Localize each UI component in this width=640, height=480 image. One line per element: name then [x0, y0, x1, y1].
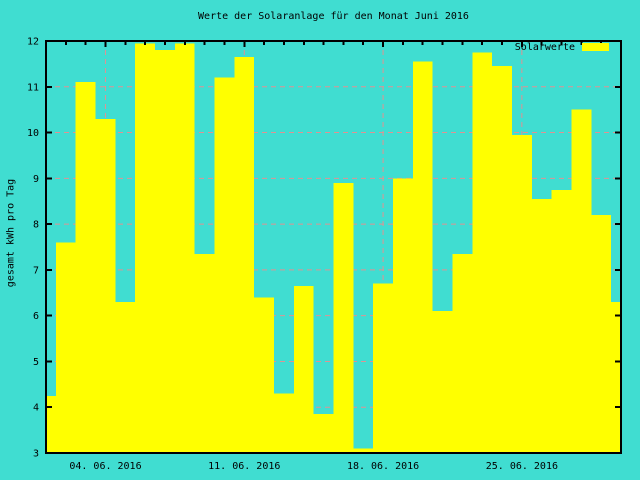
x-tick-label-day-18: 18. 06. 2016 [347, 461, 419, 472]
legend-label: Solarwerte [514, 41, 575, 53]
y-tick-label-9: 9 [33, 174, 39, 185]
bar-day-14 [293, 285, 314, 453]
bar-day-25 [511, 134, 532, 453]
bar-day-2 [55, 242, 76, 453]
bar-day-16 [333, 182, 354, 453]
bar-day-23 [472, 52, 493, 453]
bar-day-29 [591, 214, 612, 453]
x-tick-label-day-11: 11. 06. 2016 [208, 461, 280, 472]
y-tick-label-4: 4 [33, 403, 39, 414]
y-tick-label-12: 12 [27, 37, 39, 48]
bar-day-21 [432, 311, 453, 453]
bar-day-13 [274, 393, 294, 453]
y-tick-label-8: 8 [33, 220, 39, 231]
y-tick-label-10: 10 [27, 128, 39, 139]
bar-day-30 [611, 301, 621, 453]
bar-day-28 [571, 109, 592, 454]
bar-day-7 [155, 50, 175, 454]
bar-day-11 [234, 57, 255, 454]
bar-day-15 [313, 414, 334, 453]
bar-day-27 [551, 189, 572, 453]
chart-title: Werte der Solaranlage für den Monat Juni… [198, 11, 469, 22]
bar-day-24 [492, 66, 512, 453]
y-tick-label-7: 7 [33, 265, 39, 276]
bar-day-18 [373, 283, 393, 453]
bar-day-1 [46, 395, 56, 453]
y-axis-title: gesamt kWh pro Tag [5, 178, 17, 288]
bar-day-4 [95, 118, 116, 454]
bar-day-26 [531, 198, 552, 453]
bar-day-5 [115, 301, 136, 453]
bar-day-20 [412, 61, 433, 453]
bar-day-22 [452, 253, 473, 453]
bar-day-9 [194, 253, 215, 453]
bar-day-12 [254, 297, 275, 453]
y-tick-label-5: 5 [33, 357, 39, 368]
y-tick-label-3: 3 [33, 449, 39, 460]
y-tick-label-11: 11 [27, 82, 39, 93]
legend: Solarwerte [514, 41, 609, 53]
bar-day-19 [392, 178, 413, 454]
bar-day-8 [174, 43, 195, 454]
legend-swatch [582, 43, 609, 51]
bar-day-3 [75, 82, 96, 453]
bar-day-10 [214, 77, 235, 453]
x-tick-label-day-25: 25. 06. 2016 [486, 461, 558, 472]
bar-day-17 [353, 448, 374, 453]
bar-day-6 [135, 43, 156, 454]
plot-border [45, 40, 622, 454]
y-tick-label-6: 6 [33, 311, 39, 322]
x-tick-label-day-4: 04. 06. 2016 [69, 461, 141, 472]
